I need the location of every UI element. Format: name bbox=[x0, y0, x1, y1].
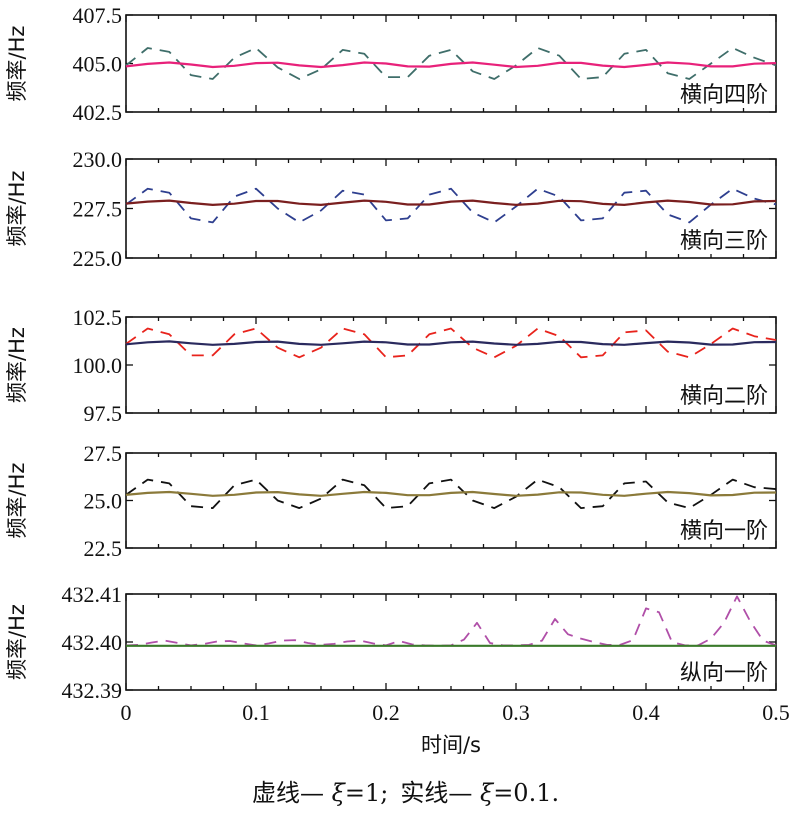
y-tick-label: 402.5 bbox=[73, 100, 123, 125]
y-tick-label: 225.0 bbox=[73, 246, 123, 271]
x-axis-label: 时间/s bbox=[421, 733, 481, 757]
panel-frame bbox=[125, 593, 777, 691]
x-tick-label: 0.1 bbox=[242, 700, 270, 725]
series-dashed-line bbox=[125, 478, 777, 510]
series-dashed-line bbox=[125, 187, 777, 224]
series-solid-line bbox=[125, 340, 777, 346]
series-solid-line bbox=[125, 61, 777, 69]
y-tick-label: 432.41 bbox=[62, 582, 123, 607]
panel-frame bbox=[125, 452, 777, 549]
y-tick-label: 230.0 bbox=[73, 147, 123, 172]
y-axis-label: 频率/Hz bbox=[5, 26, 29, 102]
y-tick-label: 227.5 bbox=[73, 197, 123, 222]
y-tick-label: 22.5 bbox=[84, 536, 123, 561]
panel-mode-label: 横向一阶 bbox=[680, 519, 768, 544]
panel-mode-label: 横向三阶 bbox=[680, 229, 768, 254]
panel-4: 27.5 25.0 22.5 频率/Hz 横向一阶 bbox=[5, 441, 777, 561]
series-dashed-line bbox=[125, 595, 777, 647]
series-solid-line bbox=[125, 490, 777, 497]
y-axis-label: 频率/Hz bbox=[5, 463, 29, 539]
y-tick-label: 27.5 bbox=[84, 441, 123, 466]
series-dashed-line bbox=[125, 47, 777, 80]
y-tick-label: 407.5 bbox=[73, 3, 123, 28]
caption-xi-symbol-2: ξ bbox=[480, 779, 495, 807]
panel-mode-label: 纵向一阶 bbox=[680, 661, 768, 686]
y-tick-label: 97.5 bbox=[84, 401, 123, 426]
panels: 407.5 405.0 402.5 频率/Hz 横向四阶 230.0 227.5 225.0 频… bbox=[5, 3, 790, 757]
caption-dashed-label: 虚线— bbox=[252, 779, 332, 807]
y-axis-label: 频率/Hz bbox=[5, 327, 29, 403]
y-tick-label: 25.0 bbox=[84, 489, 123, 514]
x-tick-label: 0.2 bbox=[372, 700, 400, 725]
x-tick-label: 0.3 bbox=[502, 700, 530, 725]
x-tick-label: 0.4 bbox=[632, 700, 660, 725]
y-tick-label: 102.5 bbox=[73, 305, 123, 330]
caption-solid-value: =0.1. bbox=[493, 779, 559, 807]
panel-2: 230.0 227.5 225.0 频率/Hz 横向三阶 bbox=[5, 147, 777, 271]
y-tick-label: 405.0 bbox=[73, 52, 123, 77]
series-dashed-line bbox=[125, 327, 777, 359]
panel-1: 407.5 405.0 402.5 频率/Hz 横向四阶 bbox=[5, 3, 777, 125]
panel-5: 432.41 432.40 432.39 频率/Hz 纵向一阶 0 0.1 0.2 0.3 0.4… bbox=[5, 582, 790, 757]
y-tick-label: 432.39 bbox=[62, 678, 123, 703]
panel-3: 102.5 100.0 97.5 频率/Hz 横向二阶 bbox=[5, 305, 777, 426]
y-axis-label: 频率/Hz bbox=[5, 604, 29, 680]
panel-mode-label: 横向二阶 bbox=[680, 384, 768, 409]
y-tick-label: 100.0 bbox=[73, 353, 123, 378]
panel-mode-label: 横向四阶 bbox=[680, 83, 768, 108]
series-solid-line bbox=[125, 199, 777, 206]
panel-frame bbox=[125, 316, 777, 414]
y-tick-label: 432.40 bbox=[62, 630, 123, 655]
x-tick-label: 0 bbox=[121, 700, 132, 725]
x-tick-label: 0.5 bbox=[762, 700, 790, 725]
caption-dashed-value: =1; bbox=[345, 779, 388, 807]
caption-solid-label: 实线— bbox=[400, 779, 480, 807]
caption-text: 虚线— ξ=1; 实线— ξ=0.1. bbox=[252, 779, 559, 807]
caption: 虚线— ξ=1; 实线— ξ=0.1. bbox=[252, 779, 559, 807]
y-axis-label: 频率/Hz bbox=[5, 171, 29, 247]
caption-xi-symbol: ξ bbox=[332, 779, 347, 807]
